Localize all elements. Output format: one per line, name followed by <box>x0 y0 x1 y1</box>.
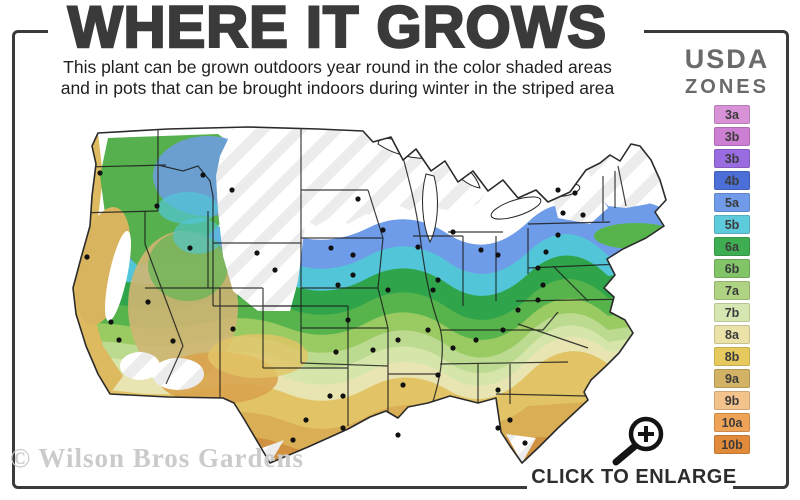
us-zones-map-svg <box>72 126 667 464</box>
city-dot <box>145 299 151 305</box>
page-title: WHERE IT GROWS <box>67 0 608 61</box>
city-dot <box>507 417 513 423</box>
zone-chip-3b: 3b <box>714 149 750 168</box>
city-dot <box>535 297 541 303</box>
subtitle: This plant can be grown outdoors year ro… <box>15 57 660 99</box>
zone-bands <box>73 127 666 463</box>
city-dot <box>450 229 456 235</box>
city-dot <box>272 267 278 273</box>
city-dot <box>495 387 501 393</box>
city-dot <box>328 245 334 251</box>
zone-chip-10b: 10b <box>714 435 750 454</box>
subtitle-line-1: This plant can be grown outdoors year ro… <box>63 57 612 77</box>
city-dot <box>572 190 578 196</box>
zone-chip-5b: 5b <box>714 215 750 234</box>
city-dot <box>154 203 160 209</box>
city-dot <box>333 349 339 355</box>
city-dot <box>340 425 346 431</box>
city-dot <box>425 327 431 333</box>
watermark: © Wilson Bros Gardens <box>10 443 304 473</box>
city-dot <box>535 265 541 271</box>
zone-chip-6b: 6b <box>714 259 750 278</box>
zone-chip-9a: 9a <box>714 369 750 388</box>
zone-chip-5a: 5a <box>714 193 750 212</box>
city-dot <box>200 172 206 178</box>
city-dot <box>97 170 103 176</box>
city-dot <box>335 282 341 288</box>
city-dot <box>473 337 479 343</box>
city-dot <box>229 187 235 193</box>
zone-chip-6a: 6a <box>714 237 750 256</box>
zone-list: 3a 3b 3b 4b 5a 5b 6a 6b 7a 7b 8a 8b 9a 9b 10a 10b <box>714 105 750 457</box>
city-dot <box>450 345 456 351</box>
city-dot <box>555 187 561 193</box>
city-dot <box>350 252 356 258</box>
city-dots <box>84 170 586 446</box>
city-dot <box>345 317 351 323</box>
frame-gap-bottom <box>527 484 733 496</box>
city-dot <box>187 245 193 251</box>
city-dot <box>430 287 436 293</box>
frame-gap-top <box>48 26 644 37</box>
legend-heading-zones: ZONES <box>685 76 769 98</box>
city-dot <box>327 393 333 399</box>
click-to-enlarge-button[interactable]: CLICK TO ENLARGE <box>531 466 737 488</box>
city-dot <box>495 252 501 258</box>
us-outline <box>72 126 667 464</box>
zone-chip-8a: 8a <box>714 325 750 344</box>
city-dot <box>555 232 561 238</box>
city-dot <box>435 277 441 283</box>
city-dot <box>116 337 122 343</box>
city-dot <box>395 432 401 438</box>
city-dot <box>435 372 441 378</box>
city-dot <box>108 319 114 325</box>
zone-chip-9b: 9b <box>714 391 750 410</box>
city-dot <box>400 382 406 388</box>
zone-chip-3a: 3a <box>714 105 750 124</box>
zone-chip-10a: 10a <box>714 413 750 432</box>
city-dot <box>515 307 521 313</box>
city-dot <box>478 247 484 253</box>
striped-overwinter-region <box>120 129 664 463</box>
city-dot <box>350 272 356 278</box>
magnifier-plus-icon[interactable] <box>608 412 678 468</box>
zone-chip-8b: 8b <box>714 347 750 366</box>
city-dot <box>540 282 546 288</box>
city-dot <box>580 212 586 218</box>
city-dot <box>415 244 421 250</box>
city-dot <box>385 287 391 293</box>
us-zones-map[interactable] <box>48 116 676 474</box>
city-dot <box>522 440 528 446</box>
city-dot <box>355 196 361 202</box>
zone-chip-4b: 4b <box>714 171 750 190</box>
legend-heading: USDA ZONES <box>660 44 794 99</box>
city-dot <box>500 327 506 333</box>
city-dot <box>340 393 346 399</box>
zone-chip-7b: 7b <box>714 303 750 322</box>
city-dot <box>290 437 296 443</box>
city-dot <box>170 338 176 344</box>
city-dot <box>380 227 386 233</box>
zone-chip-7a: 7a <box>714 281 750 300</box>
state-borders <box>74 129 634 426</box>
city-dot <box>395 337 401 343</box>
subtitle-line-2: and in pots that can be brought indoors … <box>60 78 615 98</box>
city-dot <box>560 210 566 216</box>
city-dot <box>370 347 376 353</box>
zone-chip-3b: 3b <box>714 127 750 146</box>
city-dot <box>303 417 309 423</box>
city-dot <box>543 249 549 255</box>
city-dot <box>254 250 260 256</box>
city-dot <box>230 326 236 332</box>
city-dot <box>495 425 501 431</box>
legend-heading-usda: USDA <box>684 44 770 74</box>
city-dot <box>84 254 90 260</box>
